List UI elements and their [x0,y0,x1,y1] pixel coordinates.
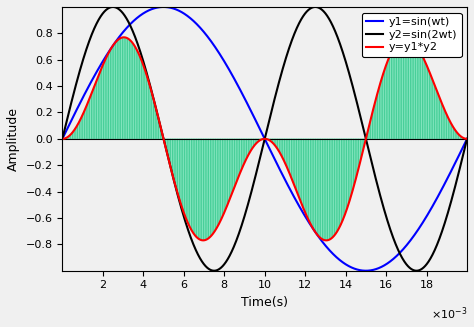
y=y1*y2 [106,51,111,55]
y=y1*y2 [456,133,462,137]
y2=sin(2wt) [414,269,419,273]
Text: $\times10^{-3}$: $\times10^{-3}$ [431,305,467,322]
y1=sin(wt) [215,49,220,53]
y1=sin(wt) [232,78,238,82]
y1=sin(wt) [363,269,369,273]
y=y1*y2 [233,183,238,187]
y=y1*y2 [215,224,221,228]
Y-axis label: Amplitude: Amplitude [7,107,20,171]
y1=sin(wt) [106,50,111,54]
Line: y2=sin(2wt): y2=sin(2wt) [63,7,467,271]
y2=sin(2wt) [413,269,419,273]
y1=sin(wt) [413,231,419,235]
Line: y=y1*y2: y=y1*y2 [63,37,467,240]
y2=sin(2wt) [464,137,470,141]
Line: y1=sin(wt): y1=sin(wt) [63,7,467,271]
y=y1*y2 [464,137,470,141]
y2=sin(2wt) [106,6,111,10]
y1=sin(wt) [130,20,136,24]
X-axis label: Time(s): Time(s) [241,296,288,309]
y1=sin(wt) [456,153,462,157]
y=y1*y2 [121,35,127,39]
Legend: y1=sin(wt), y2=sin(2wt), y=y1*y2: y1=sin(wt), y2=sin(2wt), y=y1*y2 [362,12,462,57]
y=y1*y2 [60,137,65,141]
y2=sin(2wt) [60,137,65,141]
y2=sin(2wt) [130,29,136,33]
y1=sin(wt) [161,5,166,9]
y2=sin(2wt) [456,168,462,172]
y=y1*y2 [413,43,419,46]
y1=sin(wt) [60,137,65,141]
y2=sin(2wt) [110,5,116,9]
y1=sin(wt) [464,137,470,141]
y=y1*y2 [130,41,136,45]
y2=sin(2wt) [215,268,220,272]
y=y1*y2 [201,238,206,242]
y2=sin(2wt) [232,241,238,245]
